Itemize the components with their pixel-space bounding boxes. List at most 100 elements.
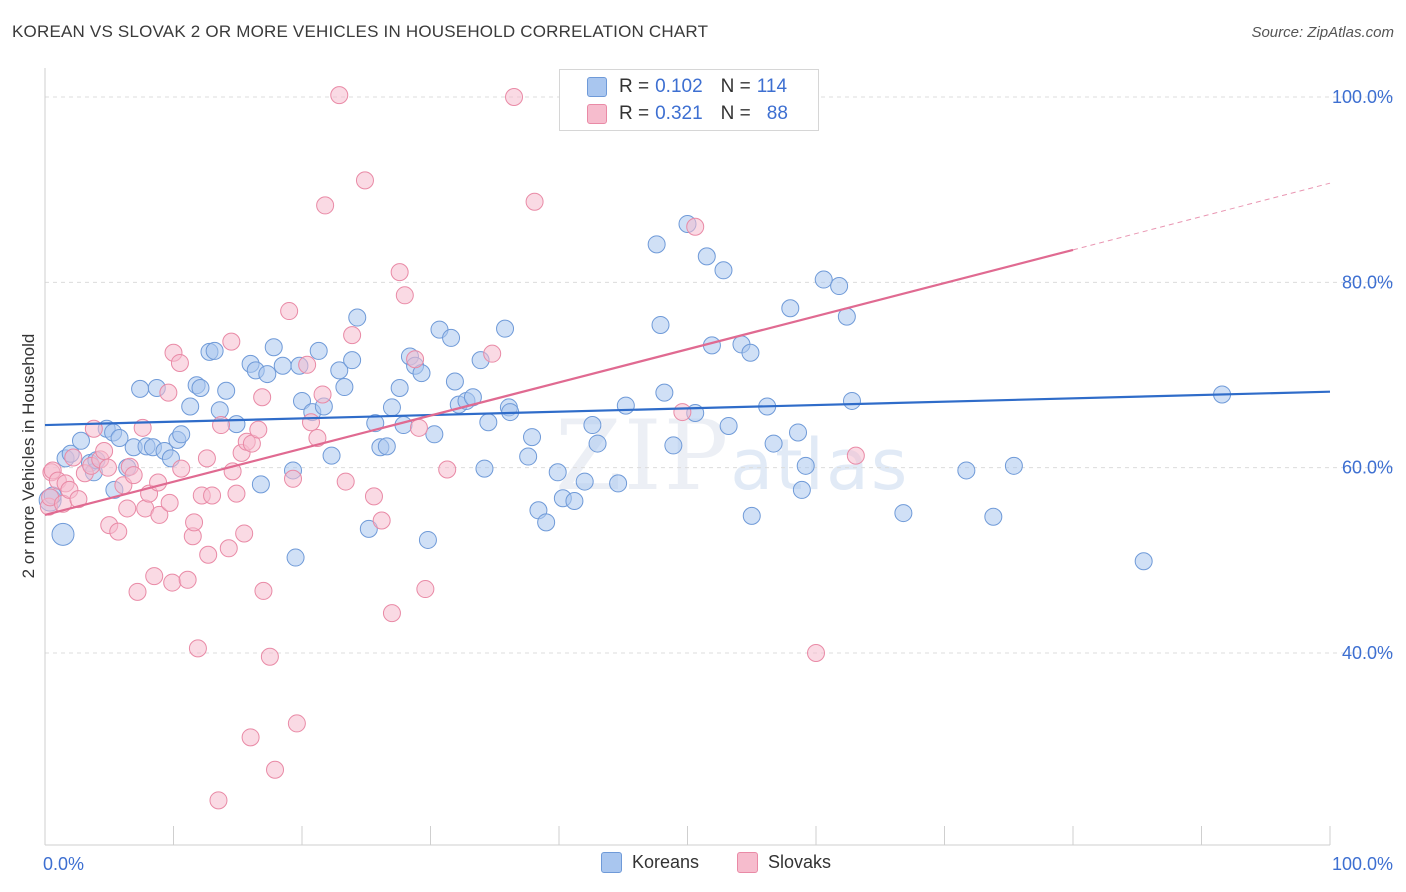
- korean-legend-swatch: [601, 852, 622, 873]
- slovak-point: [416, 580, 435, 599]
- korean-point: [565, 492, 584, 511]
- slovak-point: [145, 567, 164, 586]
- slovak-point: [298, 355, 317, 374]
- korean-point: [842, 391, 861, 410]
- korean-point: [588, 434, 607, 453]
- y-axis-title: 2 or more Vehicles in Household: [19, 334, 38, 579]
- korean-point: [616, 396, 635, 415]
- slovak-point: [372, 511, 391, 530]
- korean-point: [984, 507, 1003, 526]
- slovak-point: [199, 545, 218, 564]
- korean-point: [647, 235, 666, 254]
- korean-point: [796, 456, 815, 475]
- slovak-point: [316, 196, 335, 215]
- slovak-point: [266, 760, 285, 779]
- watermark-atlas: atlas: [730, 424, 910, 506]
- slovak-point: [406, 350, 425, 369]
- korean-point: [781, 299, 800, 318]
- bottom-legend-koreans: Koreans: [601, 852, 699, 873]
- slovak-point: [313, 385, 332, 404]
- slovak-point: [846, 446, 865, 465]
- slovak-legend-swatch: [737, 852, 758, 873]
- legend-r-label: R =: [619, 103, 650, 124]
- korean-point: [264, 338, 283, 357]
- slovak-point: [188, 639, 207, 658]
- korean-point: [330, 361, 349, 380]
- x-tick-label: 0.0%: [43, 854, 84, 874]
- slovak-point: [160, 493, 179, 512]
- slovak-point: [69, 490, 88, 509]
- korean-point: [496, 319, 515, 338]
- slovak-point: [222, 332, 241, 351]
- korean-point: [293, 391, 311, 410]
- slovak-point: [185, 513, 204, 532]
- korean-point: [523, 428, 542, 447]
- korean-point: [475, 459, 494, 478]
- legend-r-value: 0.102: [655, 76, 703, 97]
- slovak-point: [249, 420, 268, 439]
- slovak-trend-extension: [1072, 182, 1331, 251]
- slovak-point: [343, 326, 362, 345]
- slovak-point: [109, 522, 128, 541]
- korean-point: [479, 413, 498, 432]
- legend-r-value: 0.321: [655, 103, 703, 124]
- trend-lines: [44, 182, 1331, 516]
- korean-point: [714, 261, 733, 280]
- korean-point: [742, 506, 761, 525]
- legend-row-slovaks: R = 0.321 N = 88: [587, 102, 788, 126]
- slovak-point: [308, 429, 327, 448]
- slovak-point: [673, 403, 692, 422]
- korean-point: [764, 434, 783, 453]
- slovak-point: [235, 524, 254, 543]
- legend-n-label: N =: [720, 103, 751, 124]
- slovak-point: [505, 88, 524, 106]
- y-tick-label: 100.0%: [1332, 87, 1393, 107]
- korean-point: [425, 425, 444, 444]
- korean-point: [789, 423, 808, 442]
- korean-point: [741, 343, 760, 362]
- korean-point: [830, 277, 849, 296]
- axes: [44, 68, 1331, 846]
- korean-point: [366, 414, 385, 433]
- legend-r-label: R =: [619, 76, 650, 97]
- slovak-point: [395, 286, 414, 305]
- korean-point: [664, 436, 683, 455]
- korean-point: [181, 397, 200, 416]
- slovak-point: [390, 263, 409, 282]
- korean-point: [382, 398, 401, 417]
- korean-point: [273, 356, 292, 375]
- slovak-point: [241, 728, 260, 747]
- legend-row-koreans: R = 0.102 N = 114: [587, 75, 787, 99]
- slovak-point: [118, 499, 137, 518]
- slovak-point: [525, 192, 544, 211]
- slovak-point: [209, 791, 228, 810]
- korean-point: [548, 463, 567, 482]
- slovak-point: [409, 418, 428, 437]
- slovak-legend-label: Slovaks: [768, 852, 832, 872]
- legend-n-label: N =: [720, 76, 751, 97]
- korean-point: [71, 431, 90, 450]
- slovak-point: [438, 460, 457, 479]
- korean-point: [814, 270, 833, 289]
- slovak-point: [336, 472, 355, 491]
- x-tick-label: 100.0%: [1332, 854, 1393, 874]
- korean-point: [390, 378, 409, 397]
- slovak-point: [98, 458, 117, 477]
- korean-point: [537, 513, 556, 532]
- korean-point: [957, 461, 976, 480]
- slovak-point: [280, 302, 299, 321]
- slovak-point: [284, 469, 303, 488]
- slovak-point: [364, 487, 383, 506]
- korean-point: [697, 247, 716, 266]
- slovak-swatch: [587, 104, 607, 124]
- korean-point: [651, 315, 670, 334]
- axis-labels: 40.0% 60.0% 80.0% 100.0% 0.0% 100.0% 2 or more…: [19, 87, 1393, 874]
- slovak-point: [163, 573, 182, 592]
- korean-point: [442, 328, 461, 347]
- slovak-point: [172, 459, 191, 478]
- korean-swatch: [587, 77, 607, 97]
- korean-point: [609, 474, 628, 493]
- korean-point: [322, 446, 341, 465]
- y-tick-label: 60.0%: [1342, 458, 1393, 478]
- slovak-point: [150, 505, 169, 524]
